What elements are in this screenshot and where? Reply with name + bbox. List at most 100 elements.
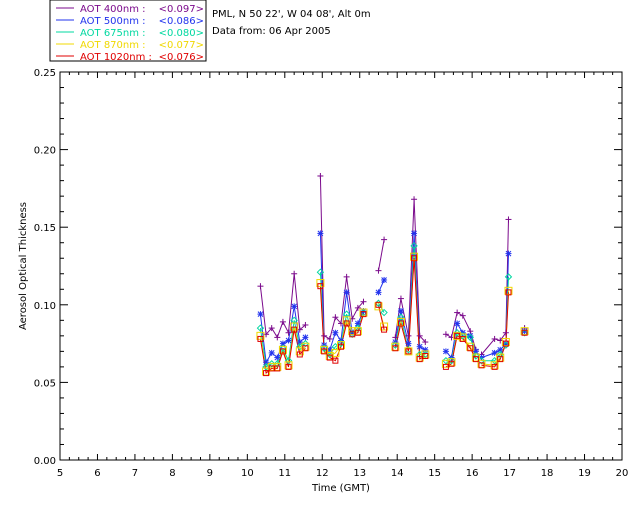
data-point-4	[448, 360, 455, 367]
data-point-0	[302, 321, 309, 328]
data-point-3	[353, 327, 362, 336]
data-point-1	[332, 329, 339, 336]
x-tick-label: 13	[353, 468, 366, 479]
data-point-2	[256, 324, 265, 332]
data-point-4	[296, 351, 303, 358]
x-tick-label: 16	[466, 468, 479, 479]
data-point-3	[466, 342, 475, 351]
data-point-4	[397, 320, 404, 327]
data-point-4	[343, 320, 350, 327]
data-point-2	[391, 341, 400, 349]
x-tick-label: 15	[428, 468, 441, 479]
data-point-0	[360, 298, 367, 305]
y-tick-label: 0.20	[34, 146, 56, 157]
data-point-3	[453, 331, 462, 340]
data-point-1	[274, 354, 281, 361]
data-point-3	[359, 308, 368, 317]
data-point-4	[326, 354, 333, 361]
series-markers	[256, 172, 529, 377]
data-point-0	[405, 332, 412, 339]
data-point-2	[496, 350, 504, 359]
data-point-4	[338, 343, 344, 350]
data-point-3	[410, 252, 419, 261]
data-point-4	[285, 363, 292, 370]
y-tick-label: 0.10	[34, 301, 56, 312]
legend-label: AOT 870nm :	[80, 40, 146, 51]
data-point-1	[343, 289, 350, 296]
data-point-3	[396, 317, 405, 326]
data-point-1	[405, 340, 412, 347]
data-point-0	[491, 335, 498, 342]
x-tick-label: 6	[94, 468, 100, 479]
data-point-3	[301, 342, 310, 351]
data-point-4	[497, 356, 504, 363]
data-point-2	[410, 242, 418, 250]
data-point-4	[467, 345, 474, 352]
station-info: PML, N 50 22', W 04 08', Alt 0m	[212, 9, 371, 20]
data-point-1	[505, 250, 512, 257]
data-point-0	[317, 172, 324, 179]
y-tick-label: 0.15	[34, 223, 56, 234]
data-point-4	[405, 348, 412, 355]
data-point-0	[343, 273, 350, 280]
series-line-4	[481, 292, 509, 368]
data-point-4	[416, 356, 423, 363]
series-line-0	[378, 239, 385, 271]
data-date: Data from: 06 Apr 2005	[212, 26, 331, 37]
data-point-3	[504, 286, 513, 295]
data-point-4	[454, 332, 461, 339]
data-point-4	[279, 348, 286, 355]
data-point-4	[472, 356, 479, 363]
data-point-3	[320, 345, 329, 354]
data-point-3	[256, 331, 265, 340]
data-point-4	[268, 365, 275, 372]
data-point-3	[421, 350, 430, 359]
data-point-2	[267, 360, 276, 368]
data-point-4	[332, 357, 339, 364]
data-point-2	[466, 333, 474, 342]
x-tick-label: 11	[278, 468, 291, 479]
data-point-4	[505, 289, 512, 296]
series-line-0	[319, 175, 364, 340]
legend-value: <0.076>	[159, 52, 204, 63]
data-point-2	[453, 329, 461, 337]
data-point-4	[321, 348, 328, 355]
data-point-1	[397, 308, 404, 315]
data-point-0	[354, 304, 361, 311]
data-point-0	[422, 339, 429, 346]
data-point-3	[404, 347, 413, 356]
data-point-0	[321, 332, 328, 339]
data-point-3	[278, 345, 287, 354]
data-point-1	[317, 230, 324, 237]
data-point-4	[349, 331, 356, 338]
data-point-3	[447, 358, 456, 367]
x-tick-label: 19	[578, 468, 591, 479]
y-axis-title: Aerosol Optical Thickness	[18, 202, 29, 330]
data-point-1	[381, 276, 388, 283]
data-point-0	[416, 332, 423, 339]
x-tick-label: 5	[57, 468, 63, 479]
data-point-3	[496, 353, 505, 362]
y-tick-label: 0.05	[34, 378, 56, 389]
data-point-3	[490, 361, 499, 370]
data-point-2	[284, 356, 293, 365]
y-tick-label: 0.00	[34, 456, 56, 467]
data-point-3	[295, 347, 304, 356]
data-point-3	[477, 359, 486, 368]
legend-value: <0.097>	[159, 4, 204, 15]
data-point-1	[416, 343, 423, 350]
data-point-1	[375, 289, 382, 296]
data-point-4	[442, 363, 449, 370]
data-point-4	[381, 326, 388, 333]
legend-box	[49, 0, 207, 62]
data-point-2	[354, 324, 362, 332]
data-point-0	[502, 329, 509, 336]
data-point-4	[491, 363, 498, 370]
data-point-4	[354, 329, 361, 336]
y-tick-label: 0.25	[34, 68, 56, 79]
data-point-4	[274, 365, 281, 372]
data-point-4	[392, 345, 399, 352]
data-point-4	[521, 329, 528, 336]
data-point-3	[284, 361, 293, 370]
data-point-1	[302, 334, 309, 341]
